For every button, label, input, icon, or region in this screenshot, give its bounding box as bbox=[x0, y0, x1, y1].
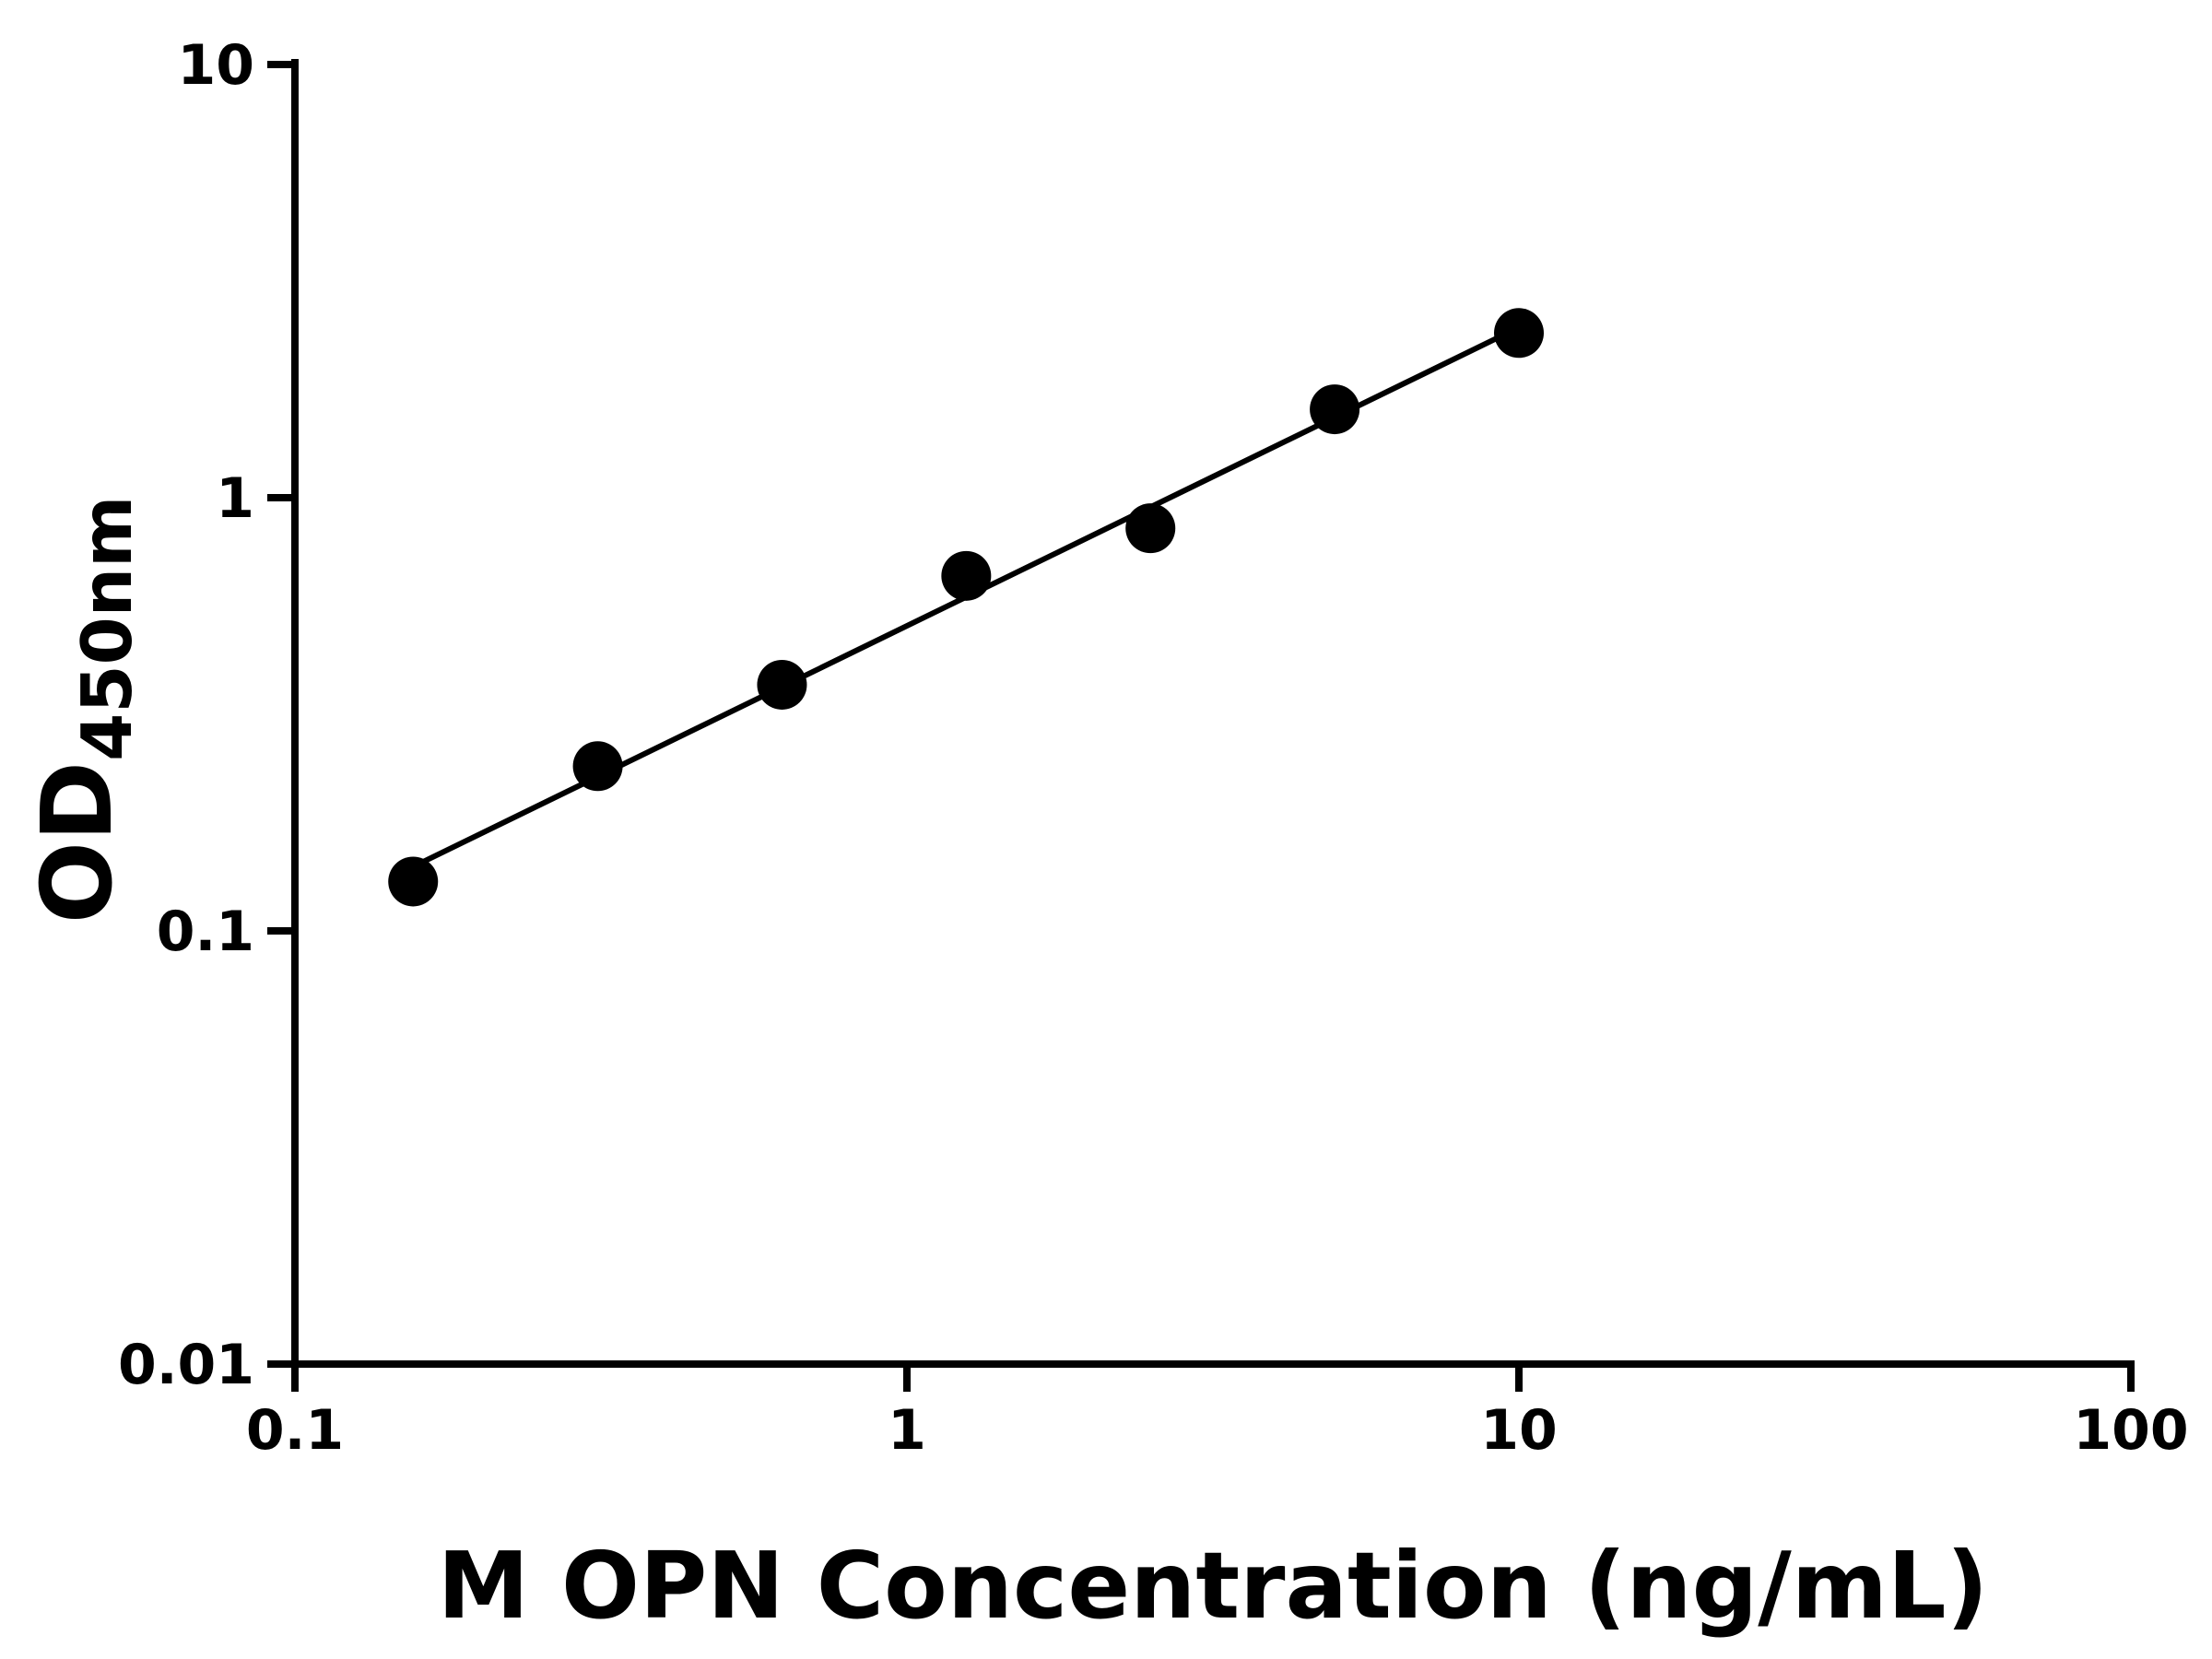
y-axis-ticks: 0.01 0.1 1 10 bbox=[118, 33, 295, 1397]
x-axis-ticks: 0.1 1 10 100 bbox=[246, 1364, 2189, 1463]
data-point bbox=[572, 741, 623, 792]
y-tick-label: 10 bbox=[178, 33, 255, 98]
data-point bbox=[1125, 503, 1176, 554]
x-tick-label: 1 bbox=[888, 1398, 926, 1463]
data-point bbox=[757, 659, 807, 710]
x-axis-title: M OPN Concentration (ng/mL) bbox=[438, 1532, 1989, 1640]
data-point bbox=[1494, 308, 1544, 359]
x-tick-label: 10 bbox=[1480, 1398, 1558, 1463]
y-tick-label: 1 bbox=[216, 466, 254, 531]
y-tick-label: 0.1 bbox=[157, 900, 254, 964]
y-axis-title-main: OD bbox=[21, 761, 134, 924]
x-tick-label: 0.1 bbox=[246, 1398, 344, 1463]
y-axis-title: OD450nm bbox=[21, 496, 147, 924]
x-tick-label: 100 bbox=[2073, 1398, 2188, 1463]
data-point bbox=[1310, 384, 1360, 435]
y-axis-title-subscript: 450nm bbox=[66, 496, 147, 761]
y-tick-label: 0.01 bbox=[118, 1333, 254, 1397]
plot-layer bbox=[388, 308, 1544, 907]
data-point bbox=[388, 856, 439, 907]
data-point bbox=[941, 550, 992, 601]
